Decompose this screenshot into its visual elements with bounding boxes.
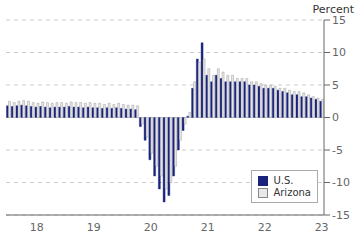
svg-text:5: 5 [332, 79, 339, 92]
svg-text:18: 18 [30, 221, 44, 234]
html-text:U.S.: U.S. [273, 175, 294, 186]
svg-text:15: 15 [332, 14, 346, 27]
html-text:Arizona: Arizona [273, 187, 311, 198]
svg-text:23: 23 [315, 221, 329, 234]
svg-text:-15: -15 [332, 209, 350, 222]
svg-text:10: 10 [332, 46, 346, 59]
svg-text:22: 22 [258, 221, 272, 234]
html-text:Percent: Percent [312, 3, 354, 16]
svg-text:20: 20 [144, 221, 158, 234]
svg-text:21: 21 [201, 221, 215, 234]
svg-text:-5: -5 [332, 144, 343, 157]
svg-text:0: 0 [332, 111, 339, 124]
svg-text:-10: -10 [332, 176, 350, 189]
svg-text:19: 19 [87, 221, 101, 234]
